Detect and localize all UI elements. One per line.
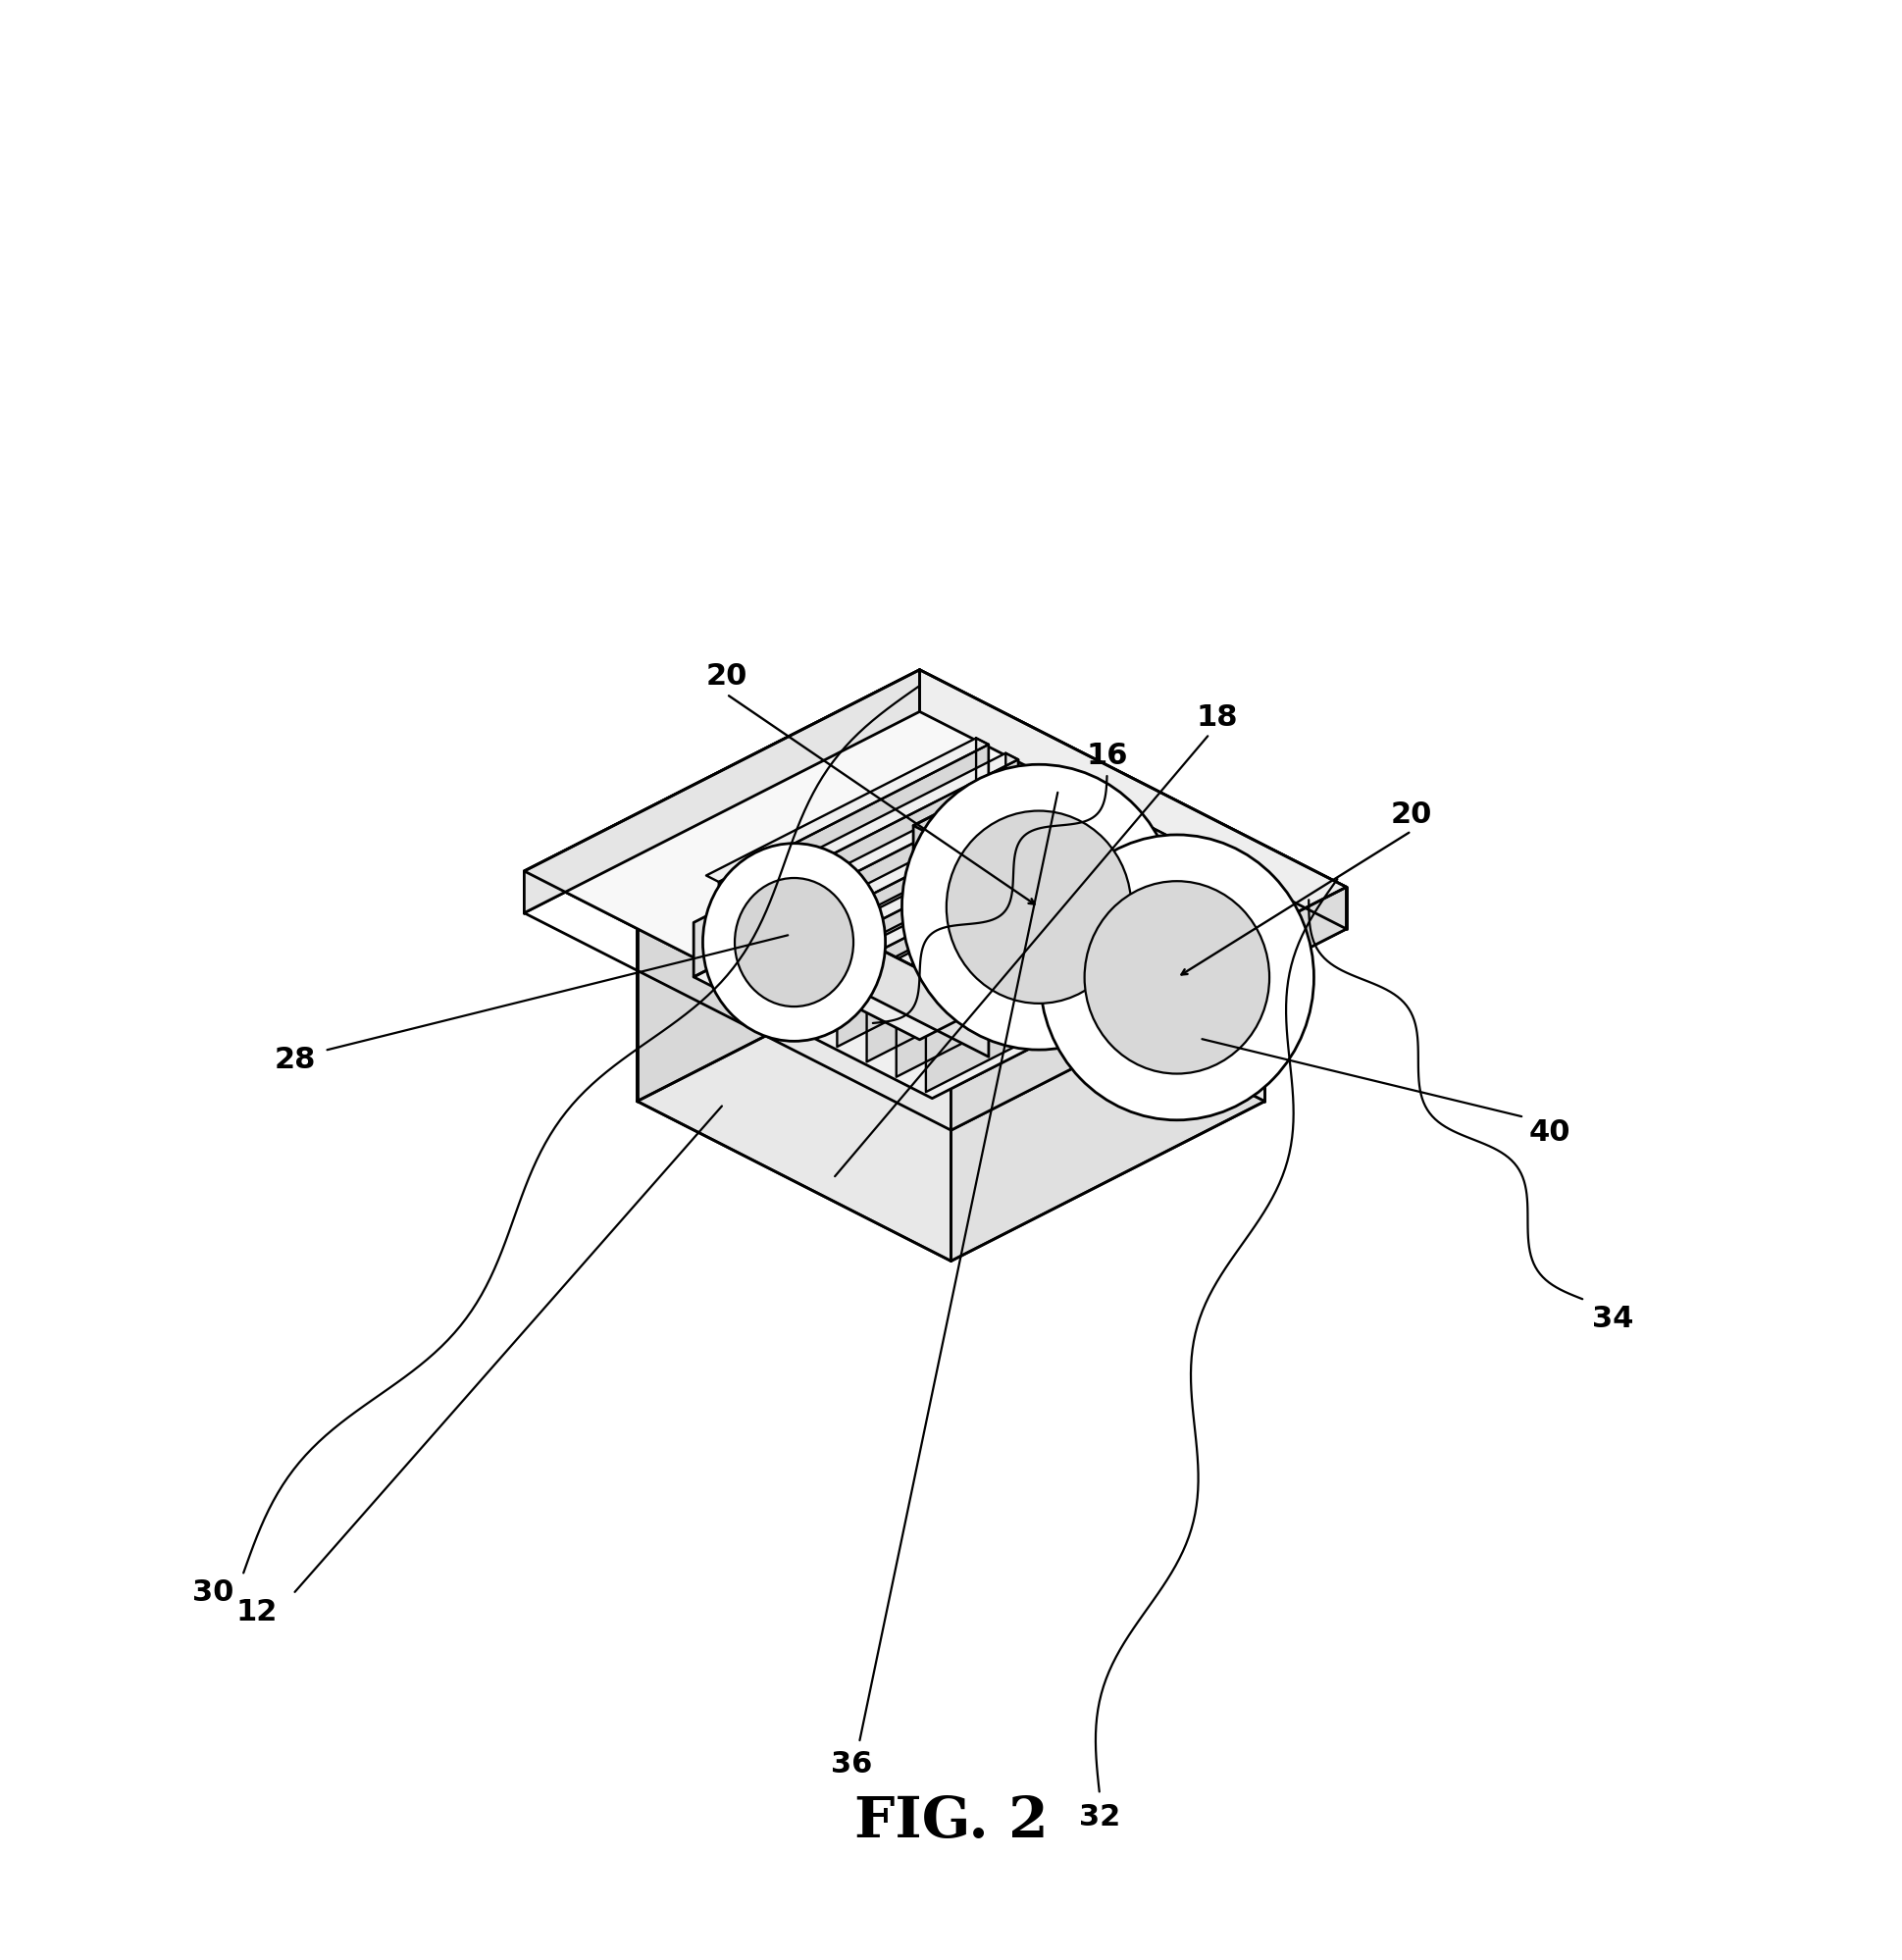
Polygon shape bbox=[1035, 768, 1048, 880]
Polygon shape bbox=[867, 821, 1137, 1062]
Text: 18: 18 bbox=[1196, 704, 1238, 731]
Text: 20: 20 bbox=[706, 662, 747, 690]
Polygon shape bbox=[776, 896, 989, 1056]
Polygon shape bbox=[884, 829, 1166, 972]
Polygon shape bbox=[719, 745, 989, 988]
Text: 16: 16 bbox=[1086, 741, 1128, 770]
Text: 36: 36 bbox=[831, 1748, 873, 1778]
Polygon shape bbox=[981, 792, 1196, 953]
Polygon shape bbox=[896, 835, 1166, 1078]
Text: 12: 12 bbox=[236, 1597, 278, 1625]
Text: 32: 32 bbox=[1078, 1803, 1120, 1831]
Polygon shape bbox=[951, 913, 1265, 1262]
Polygon shape bbox=[765, 768, 1048, 913]
Polygon shape bbox=[913, 792, 981, 878]
Polygon shape bbox=[926, 851, 1196, 1092]
Polygon shape bbox=[694, 837, 1208, 1100]
Polygon shape bbox=[637, 755, 951, 1102]
Polygon shape bbox=[694, 782, 970, 978]
Polygon shape bbox=[778, 776, 1048, 1017]
Text: FIG. 2: FIG. 2 bbox=[854, 1793, 1048, 1848]
Text: 20: 20 bbox=[1390, 800, 1432, 829]
Polygon shape bbox=[1094, 800, 1107, 909]
Polygon shape bbox=[951, 755, 1265, 1102]
Polygon shape bbox=[976, 739, 989, 849]
Ellipse shape bbox=[1040, 835, 1314, 1121]
Polygon shape bbox=[706, 739, 989, 882]
Polygon shape bbox=[825, 800, 1107, 943]
Text: 34: 34 bbox=[1592, 1303, 1634, 1333]
Polygon shape bbox=[736, 755, 1018, 898]
Polygon shape bbox=[1124, 813, 1137, 925]
Polygon shape bbox=[525, 670, 919, 913]
Polygon shape bbox=[795, 784, 1077, 927]
Polygon shape bbox=[1065, 784, 1077, 896]
Polygon shape bbox=[970, 782, 1208, 958]
Polygon shape bbox=[837, 806, 1107, 1047]
Ellipse shape bbox=[734, 878, 854, 1007]
Polygon shape bbox=[747, 760, 1018, 1002]
Ellipse shape bbox=[947, 811, 1132, 1004]
Polygon shape bbox=[951, 888, 1347, 1131]
Polygon shape bbox=[525, 670, 1347, 1090]
Text: 30: 30 bbox=[192, 1578, 234, 1607]
Polygon shape bbox=[808, 790, 1077, 1033]
Ellipse shape bbox=[902, 764, 1175, 1051]
Polygon shape bbox=[637, 755, 1265, 1074]
Polygon shape bbox=[706, 896, 989, 1041]
Polygon shape bbox=[854, 813, 1137, 958]
Ellipse shape bbox=[702, 845, 884, 1041]
Polygon shape bbox=[637, 913, 951, 1262]
Ellipse shape bbox=[1084, 882, 1269, 1074]
Polygon shape bbox=[1183, 845, 1196, 955]
Polygon shape bbox=[1155, 829, 1166, 941]
Text: 28: 28 bbox=[274, 1045, 316, 1074]
Polygon shape bbox=[1006, 755, 1018, 864]
Polygon shape bbox=[919, 670, 1347, 929]
Text: 40: 40 bbox=[1529, 1117, 1571, 1147]
Polygon shape bbox=[913, 845, 1196, 988]
Polygon shape bbox=[913, 792, 1196, 935]
